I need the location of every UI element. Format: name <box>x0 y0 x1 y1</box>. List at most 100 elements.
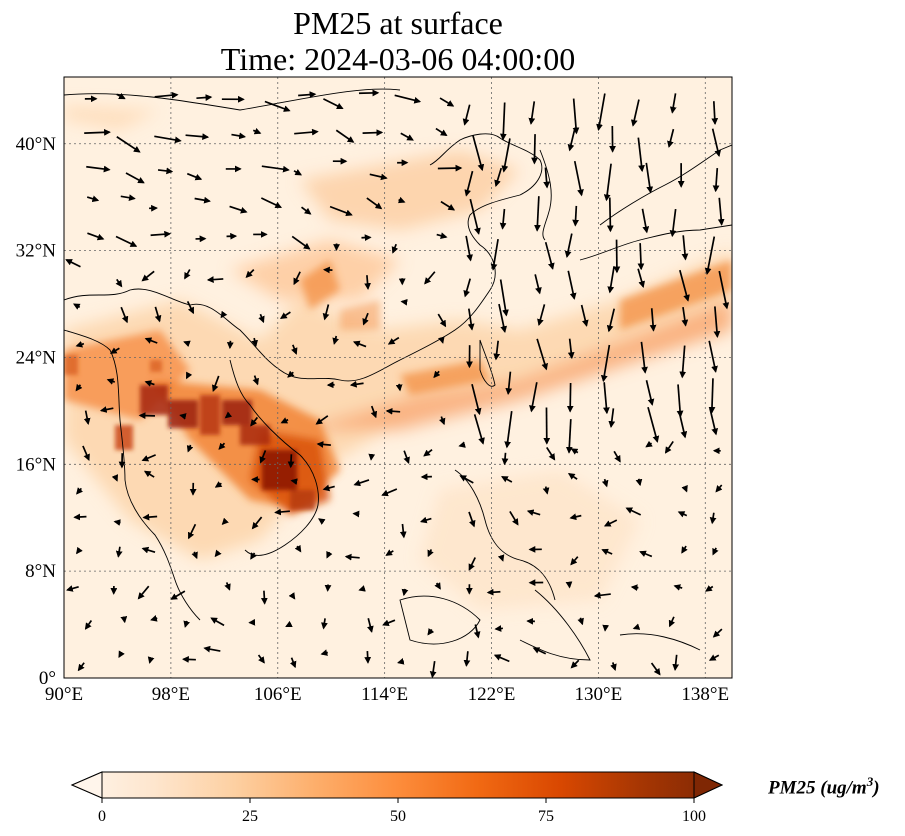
wind-arrow <box>529 382 538 413</box>
wind-arrow <box>367 618 374 633</box>
wind-arrow <box>191 551 198 560</box>
wind-arrow <box>211 375 220 392</box>
wind-arrow <box>214 481 223 488</box>
wind-arrow <box>399 523 407 539</box>
wind-arrow <box>401 588 409 597</box>
wind-arrow <box>224 582 231 591</box>
lon-tick-label: 106°E <box>254 684 302 705</box>
wind-arrow <box>287 454 295 469</box>
wind-arrow <box>606 308 616 333</box>
map-frame <box>63 76 733 679</box>
colorbar-bar <box>70 771 724 799</box>
wind-arrow <box>137 585 150 600</box>
wind-arrow <box>637 137 645 173</box>
wind-arrow <box>395 383 403 392</box>
wind-arrow <box>179 413 187 420</box>
wind-arrow <box>293 271 301 286</box>
wind-arrow <box>75 341 85 348</box>
wind-arrow <box>120 306 129 324</box>
wind-arrow <box>708 378 716 414</box>
wind-arrow <box>143 470 155 478</box>
wind-vectors <box>65 89 730 678</box>
wind-arrow <box>679 269 690 302</box>
wind-arrow <box>220 310 228 319</box>
wind-arrow <box>279 311 291 319</box>
wind-arrow <box>458 441 466 448</box>
wind-arrow <box>635 478 643 487</box>
wind-arrow <box>468 557 476 571</box>
wind-arrow <box>154 91 179 99</box>
wind-arrow <box>76 546 83 555</box>
wind-arrow <box>218 442 226 450</box>
wind-arrow <box>344 553 360 561</box>
wind-arrow <box>287 370 295 378</box>
wind-arrow <box>602 624 610 632</box>
coastlines <box>64 88 732 661</box>
wind-arrow <box>709 512 717 525</box>
wind-arrow <box>183 620 191 628</box>
wind-arrow <box>291 344 298 355</box>
wind-arrow <box>320 649 328 656</box>
wind-arrow <box>221 517 229 525</box>
wind-arrow <box>712 547 719 556</box>
wind-arrow <box>632 623 641 630</box>
wind-arrow <box>528 101 536 125</box>
wind-arrow <box>65 259 81 268</box>
wind-arrow <box>293 169 303 176</box>
wind-arrow <box>427 628 435 636</box>
wind-arrow <box>708 654 720 661</box>
wind-arrow <box>73 303 81 310</box>
wind-arrow <box>536 338 549 371</box>
wind-arrow <box>274 508 290 516</box>
wind-arrow <box>606 197 614 233</box>
wind-arrow <box>84 128 111 136</box>
wind-arrow <box>329 205 353 217</box>
wind-arrow <box>501 452 509 466</box>
wind-arrow <box>573 160 584 197</box>
wind-arrow <box>210 617 225 627</box>
lon-tick-label: 130°E <box>575 684 623 705</box>
wind-arrow <box>438 416 446 426</box>
pm25-field <box>64 105 732 610</box>
wind-arrow <box>294 128 319 136</box>
wind-arrow <box>111 474 119 482</box>
wind-arrow <box>570 448 579 455</box>
wind-arrow <box>637 243 645 271</box>
wind-arrow <box>567 270 577 300</box>
wind-arrow <box>711 128 722 158</box>
wind-arrow <box>125 172 145 184</box>
wind-arrow <box>531 134 538 165</box>
wind-arrow <box>567 338 575 360</box>
wind-arrow <box>486 588 501 596</box>
wind-arrow <box>144 380 155 387</box>
wind-arrow <box>610 662 617 671</box>
wind-arrow <box>99 406 114 413</box>
wind-arrow <box>712 628 723 638</box>
wind-arrow <box>66 585 79 592</box>
wind-arrow <box>712 167 720 193</box>
wind-arrow <box>711 101 719 126</box>
wind-arrow <box>613 450 621 463</box>
lon-tick-label: 138°E <box>681 684 729 705</box>
wind-arrow <box>645 162 654 194</box>
wind-arrow <box>387 336 400 345</box>
wind-arrow <box>285 620 293 628</box>
wind-arrow <box>322 484 335 492</box>
wind-arrow <box>362 312 369 326</box>
colorbar-ticks: 0 25 50 75 100 <box>98 798 706 825</box>
wind-arrow <box>186 444 194 453</box>
wind-arrow <box>353 479 370 487</box>
wind-arrow <box>679 345 687 379</box>
wind-arrow <box>641 208 650 234</box>
wind-arrow <box>467 308 475 331</box>
wind-arrow <box>154 135 182 144</box>
colorbar-label-main: PM25 (ug/m <box>768 777 867 799</box>
wind-arrow <box>593 591 611 599</box>
wind-arrow <box>471 383 482 416</box>
wind-arrow <box>385 407 401 415</box>
wind-arrow <box>649 308 657 332</box>
colorbar-upper-extend <box>693 771 724 799</box>
wind-arrow <box>82 445 90 462</box>
wind-arrow <box>715 484 723 493</box>
wind-arrow <box>505 371 513 396</box>
